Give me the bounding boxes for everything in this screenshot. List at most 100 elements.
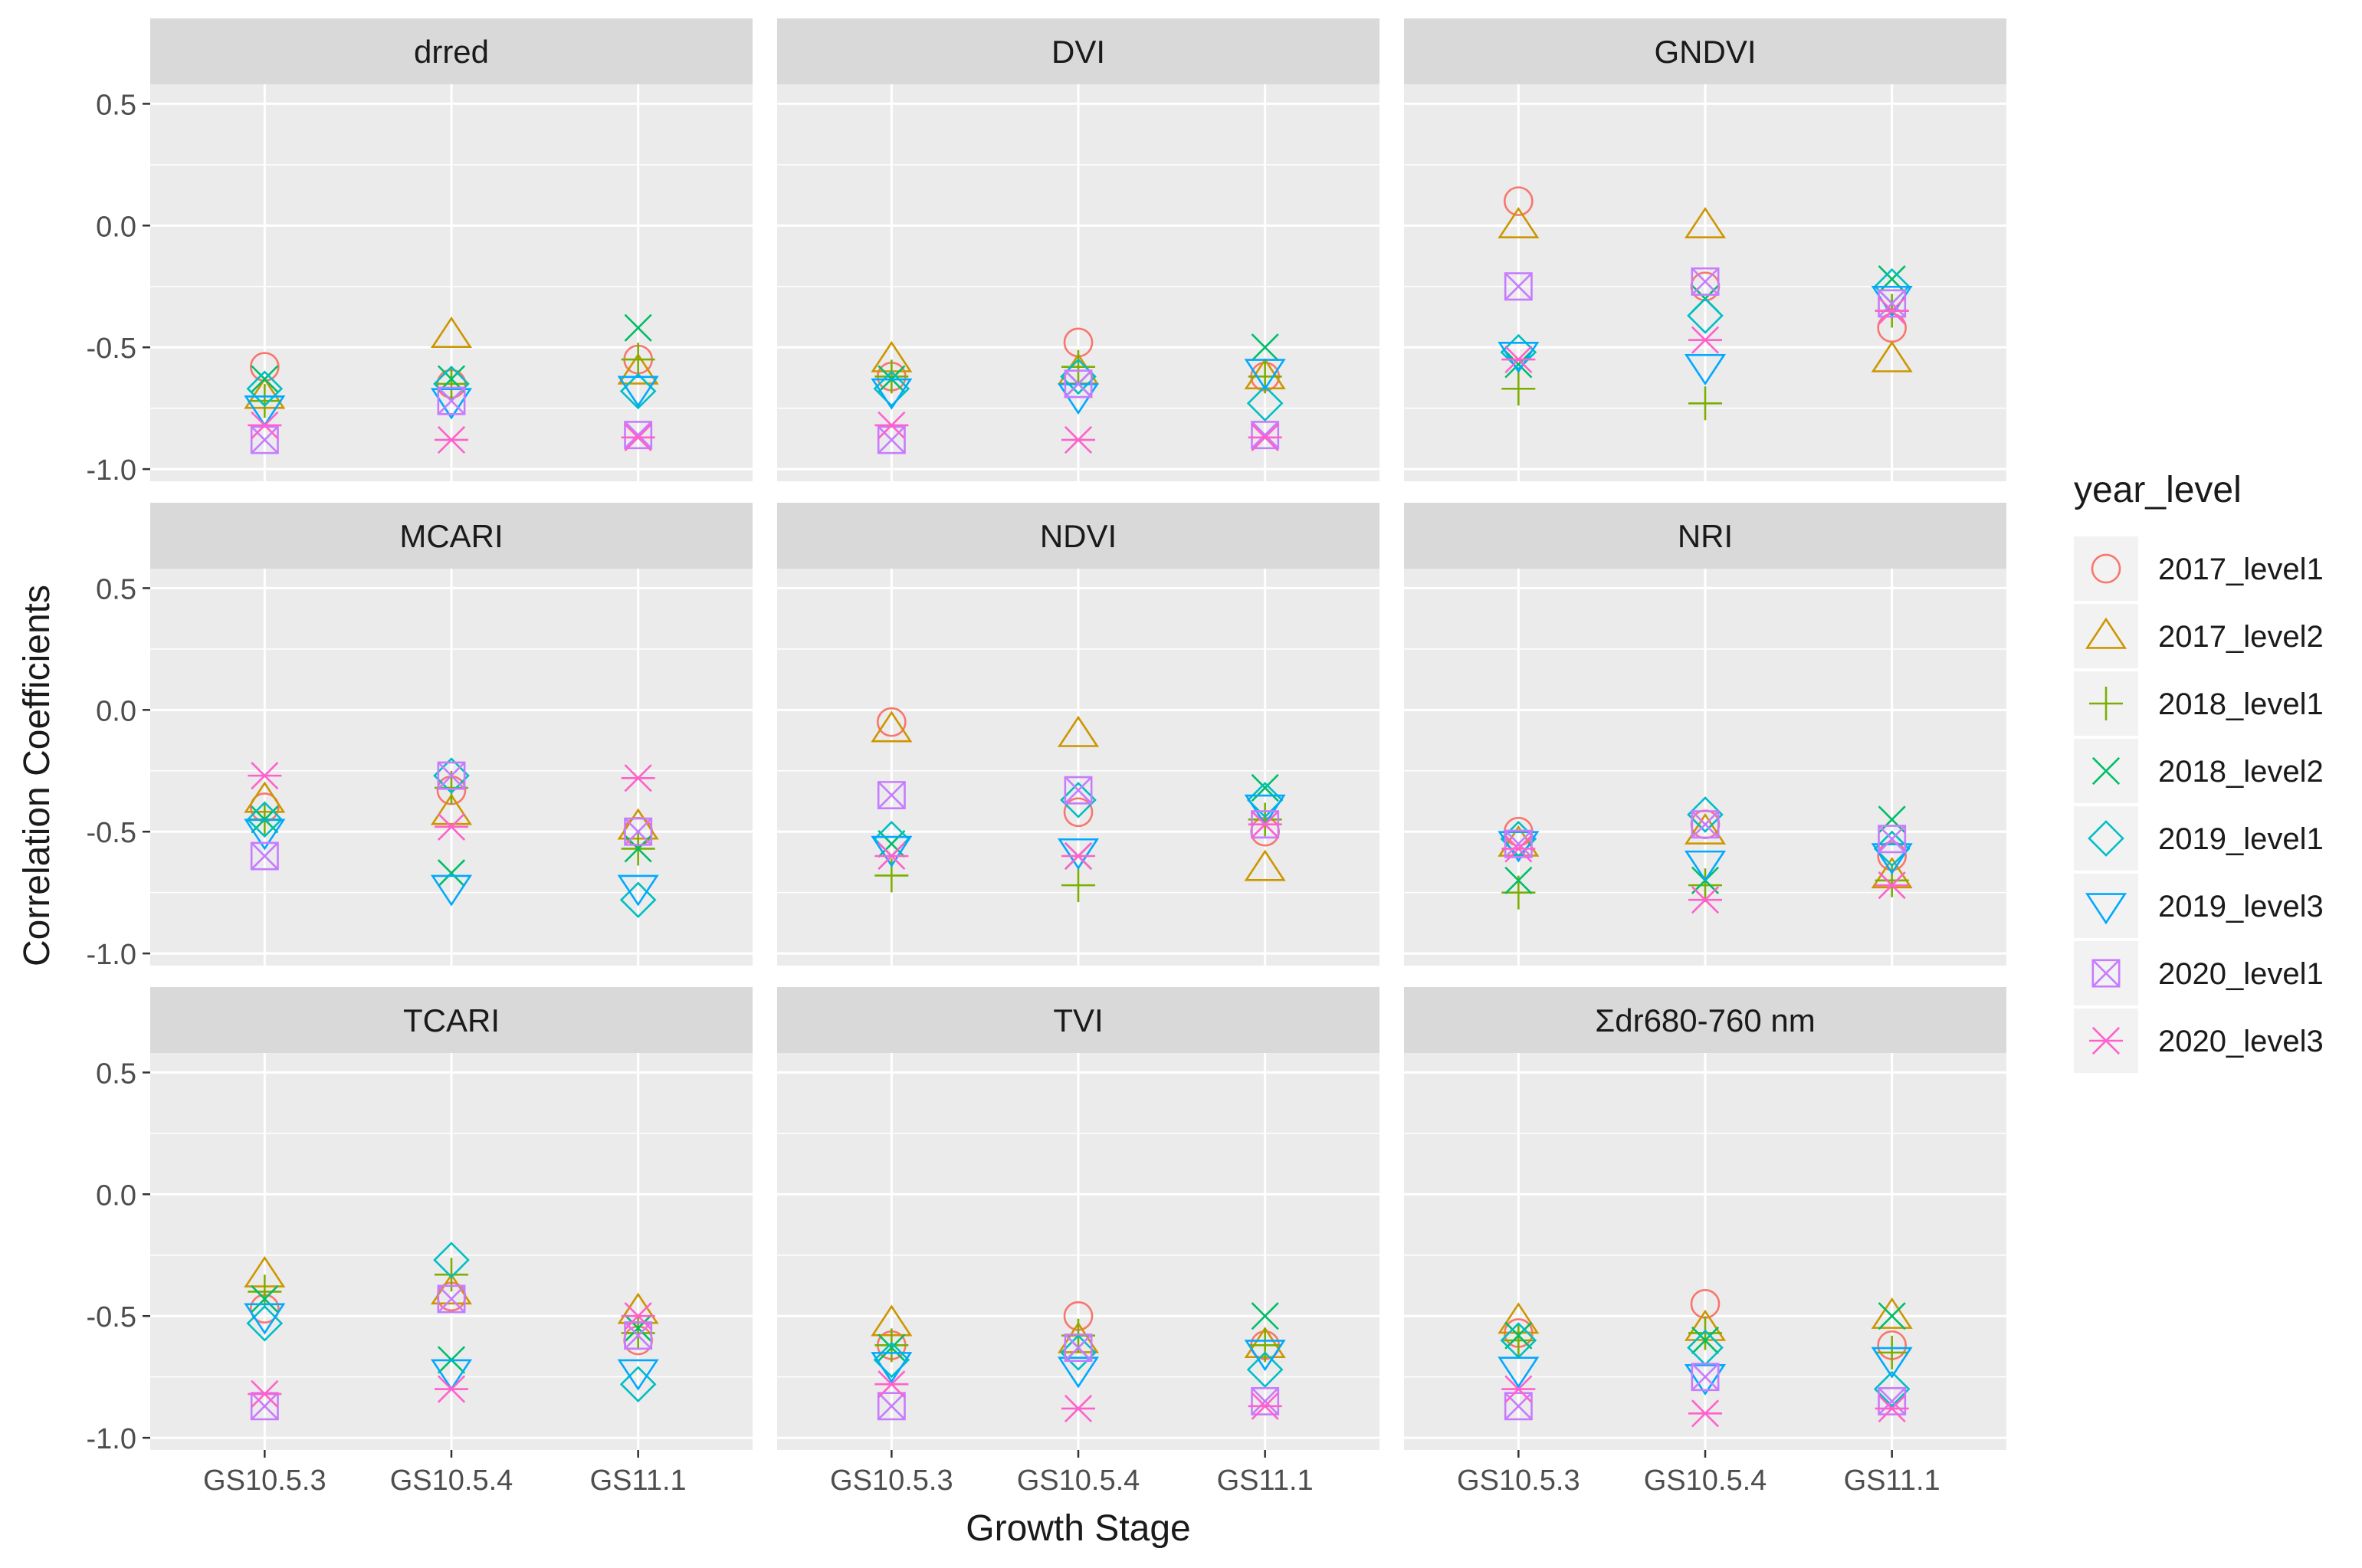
data-point-2018_level1 bbox=[1688, 386, 1722, 421]
legend-title: year_level bbox=[2074, 470, 2242, 510]
panel-strip bbox=[150, 987, 753, 1053]
data-point-2019_level1 bbox=[433, 757, 470, 794]
data-point-2020_level1 bbox=[250, 425, 279, 454]
data-point-2018_level2 bbox=[1504, 1321, 1533, 1350]
data-point-2019_level3 bbox=[244, 395, 286, 428]
data-point-2020_level1 bbox=[1064, 776, 1093, 805]
data-point-2020_level1 bbox=[1691, 267, 1720, 296]
data-point-2018_level1 bbox=[1688, 1316, 1722, 1350]
legend-key bbox=[2074, 874, 2138, 938]
data-point-2020_level3 bbox=[1875, 297, 1909, 325]
data-point-2018_level1 bbox=[1248, 1328, 1282, 1363]
data-point-2018_level2 bbox=[437, 859, 466, 887]
data-point-2020_level1 bbox=[1878, 1386, 1907, 1415]
data-point-2019_level1 bbox=[619, 881, 657, 919]
y-tick-label: -1.0 bbox=[87, 454, 136, 487]
data-point-2018_level2 bbox=[1251, 333, 1279, 362]
y-axis-title: Correlation Coefficients bbox=[17, 585, 57, 966]
data-point-2020_level3 bbox=[435, 1375, 468, 1403]
panel-title: DVI bbox=[1051, 34, 1105, 70]
data-point-2020_level3 bbox=[1688, 1399, 1722, 1428]
data-point-2019_level1 bbox=[873, 370, 910, 408]
data-point-2019_level1 bbox=[619, 1366, 657, 1403]
data-point-2019_level3 bbox=[1684, 850, 1727, 882]
data-point-2020_level1 bbox=[1878, 289, 1907, 318]
data-point-2019_level1 bbox=[619, 372, 657, 410]
x-tick-label: GS10.5.4 bbox=[390, 1465, 513, 1497]
data-point-2020_level1 bbox=[877, 781, 906, 810]
data-point-2018_level1 bbox=[1061, 349, 1095, 384]
data-point-2019_level3 bbox=[1244, 794, 1286, 826]
panel-title: NRI bbox=[1678, 518, 1733, 554]
data-point-2019_level3 bbox=[617, 1359, 659, 1391]
data-point-2019_level1 bbox=[1500, 333, 1537, 371]
data-point-2018_level2 bbox=[1251, 1302, 1279, 1330]
data-point-2019_level3 bbox=[430, 1359, 473, 1391]
data-point-2018_level1 bbox=[1501, 1323, 1536, 1357]
x-tick-label: GS10.5.3 bbox=[830, 1465, 953, 1497]
legend: year_level 2017_level1 2017_level2 2018_lev… bbox=[2074, 470, 2324, 1073]
data-point-2019_level3 bbox=[617, 376, 659, 408]
data-point-2018_level1 bbox=[621, 343, 655, 377]
data-point-2019_level3 bbox=[430, 388, 473, 420]
x-tick-label: GS10.5.3 bbox=[203, 1465, 326, 1497]
legend-label: 2020_level3 bbox=[2158, 1025, 2324, 1058]
x-axis-title: Growth Stage bbox=[966, 1508, 1190, 1549]
data-point-2019_level1 bbox=[246, 1304, 284, 1342]
y-tick-label: -0.5 bbox=[87, 1301, 136, 1333]
data-point-2020_level3 bbox=[621, 764, 655, 792]
data-point-2019_level3 bbox=[1057, 1356, 1100, 1389]
data-point-2019_level3 bbox=[1498, 342, 1540, 374]
data-point-2020_level3 bbox=[1248, 1392, 1282, 1420]
y-tick-label: 0.5 bbox=[96, 1058, 136, 1090]
data-point-2017_level1 bbox=[1063, 797, 1094, 828]
legend-marker-2019_level1 bbox=[2088, 820, 2124, 857]
data-point-2020_level1 bbox=[624, 817, 653, 846]
data-point-2019_level3 bbox=[871, 1352, 913, 1384]
legend-label: 2019_level1 bbox=[2158, 822, 2324, 856]
panel-title: TCARI bbox=[403, 1002, 500, 1038]
data-point-2019_level3 bbox=[1244, 1340, 1286, 1372]
data-point-2018_level1 bbox=[435, 366, 468, 401]
data-point-2017_level1 bbox=[876, 707, 907, 737]
data-point-2019_level1 bbox=[1873, 830, 1911, 868]
data-point-2019_level1 bbox=[1687, 297, 1724, 334]
data-point-2017_level2 bbox=[1871, 1297, 1913, 1329]
x-tick-label: GS10.5.3 bbox=[1457, 1465, 1580, 1497]
data-point-2018_level2 bbox=[251, 1284, 279, 1314]
data-point-2018_level2 bbox=[251, 365, 279, 393]
legend-label: 2017_level2 bbox=[2158, 620, 2324, 654]
x-tick-label: GS10.5.4 bbox=[1644, 1465, 1767, 1497]
legend-key bbox=[2074, 604, 2138, 668]
data-point-2020_level3 bbox=[874, 411, 909, 439]
data-point-2020_level3 bbox=[1061, 1394, 1095, 1423]
data-point-2020_level1 bbox=[1691, 810, 1720, 839]
data-point-2020_level3 bbox=[1501, 346, 1536, 374]
data-point-2019_level1 bbox=[1060, 782, 1097, 818]
data-point-2018_level1 bbox=[1248, 802, 1282, 837]
data-point-2020_level1 bbox=[1504, 272, 1533, 301]
data-point-2019_level3 bbox=[617, 874, 659, 907]
data-point-2018_level2 bbox=[878, 1333, 906, 1362]
data-point-2019_level1 bbox=[873, 1341, 910, 1379]
panel-Σdr680-760 nm: Σdr680-760 nm GS10.5.3 GS10.5.4 GS11.1 bbox=[1404, 987, 2006, 1497]
data-point-2018_level1 bbox=[248, 1274, 282, 1309]
data-point-2020_level1 bbox=[1251, 421, 1280, 450]
y-tick-label: -1.0 bbox=[87, 939, 136, 971]
data-point-2020_level3 bbox=[435, 812, 468, 841]
data-point-2018_level2 bbox=[1691, 1326, 1720, 1355]
legend-marker-2019_level3 bbox=[2085, 893, 2127, 925]
data-point-2020_level1 bbox=[1064, 369, 1093, 399]
data-point-2020_level3 bbox=[1688, 326, 1722, 354]
panel-TVI: TVI GS10.5.3 GS10.5.4 GS11.1 bbox=[777, 987, 1379, 1497]
data-point-2020_level1 bbox=[437, 386, 466, 415]
data-point-2018_level2 bbox=[1251, 773, 1279, 802]
data-point-2020_level3 bbox=[1061, 425, 1095, 454]
data-point-2017_level1 bbox=[1503, 186, 1534, 216]
x-tick-label: GS11.1 bbox=[590, 1465, 687, 1497]
data-point-2020_level1 bbox=[1691, 1363, 1720, 1392]
data-point-2018_level2 bbox=[1878, 265, 1906, 294]
data-point-2019_level1 bbox=[1246, 385, 1284, 422]
data-point-2019_level3 bbox=[871, 835, 913, 868]
legend-label: 2017_level1 bbox=[2158, 553, 2324, 586]
